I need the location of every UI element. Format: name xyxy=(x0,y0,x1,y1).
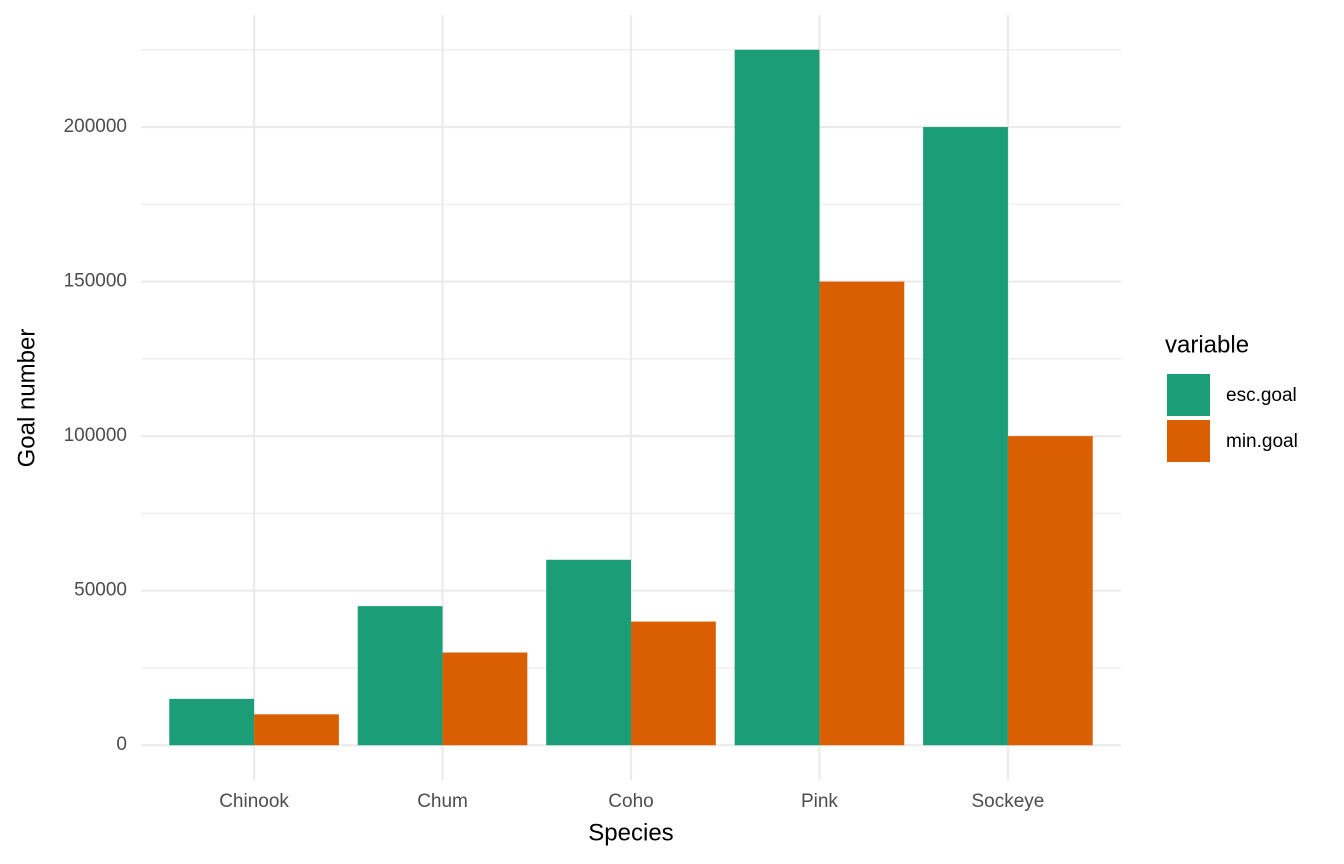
x-tick-label: Sockeye xyxy=(971,791,1044,812)
bar xyxy=(254,714,339,746)
bar xyxy=(819,281,905,746)
legend-label: min.goal xyxy=(1226,431,1298,452)
y-axis-title: Goal number xyxy=(13,329,40,468)
bar xyxy=(734,49,820,746)
bar xyxy=(546,559,631,746)
legend-key xyxy=(1167,420,1210,462)
y-tick-label: 0 xyxy=(116,734,127,755)
y-tick-label: 50000 xyxy=(74,580,127,601)
y-tick-label: 200000 xyxy=(64,116,127,137)
x-tick-label: Chinook xyxy=(219,791,289,812)
bar xyxy=(1007,436,1093,746)
x-tick-label: Coho xyxy=(608,791,653,812)
y-tick-label: 100000 xyxy=(64,425,127,446)
bar xyxy=(357,606,443,746)
x-axis-title: Species xyxy=(588,819,673,846)
x-tick-label: Chum xyxy=(417,791,468,812)
legend-label: esc.goal xyxy=(1226,385,1297,406)
bar xyxy=(169,698,255,746)
x-tick-label: Pink xyxy=(801,791,838,812)
bar xyxy=(631,621,716,746)
bar xyxy=(442,652,528,746)
legend-title: variable xyxy=(1165,331,1249,358)
bar xyxy=(923,127,1008,746)
y-tick-label: 150000 xyxy=(64,271,127,292)
legend-key xyxy=(1167,374,1210,416)
